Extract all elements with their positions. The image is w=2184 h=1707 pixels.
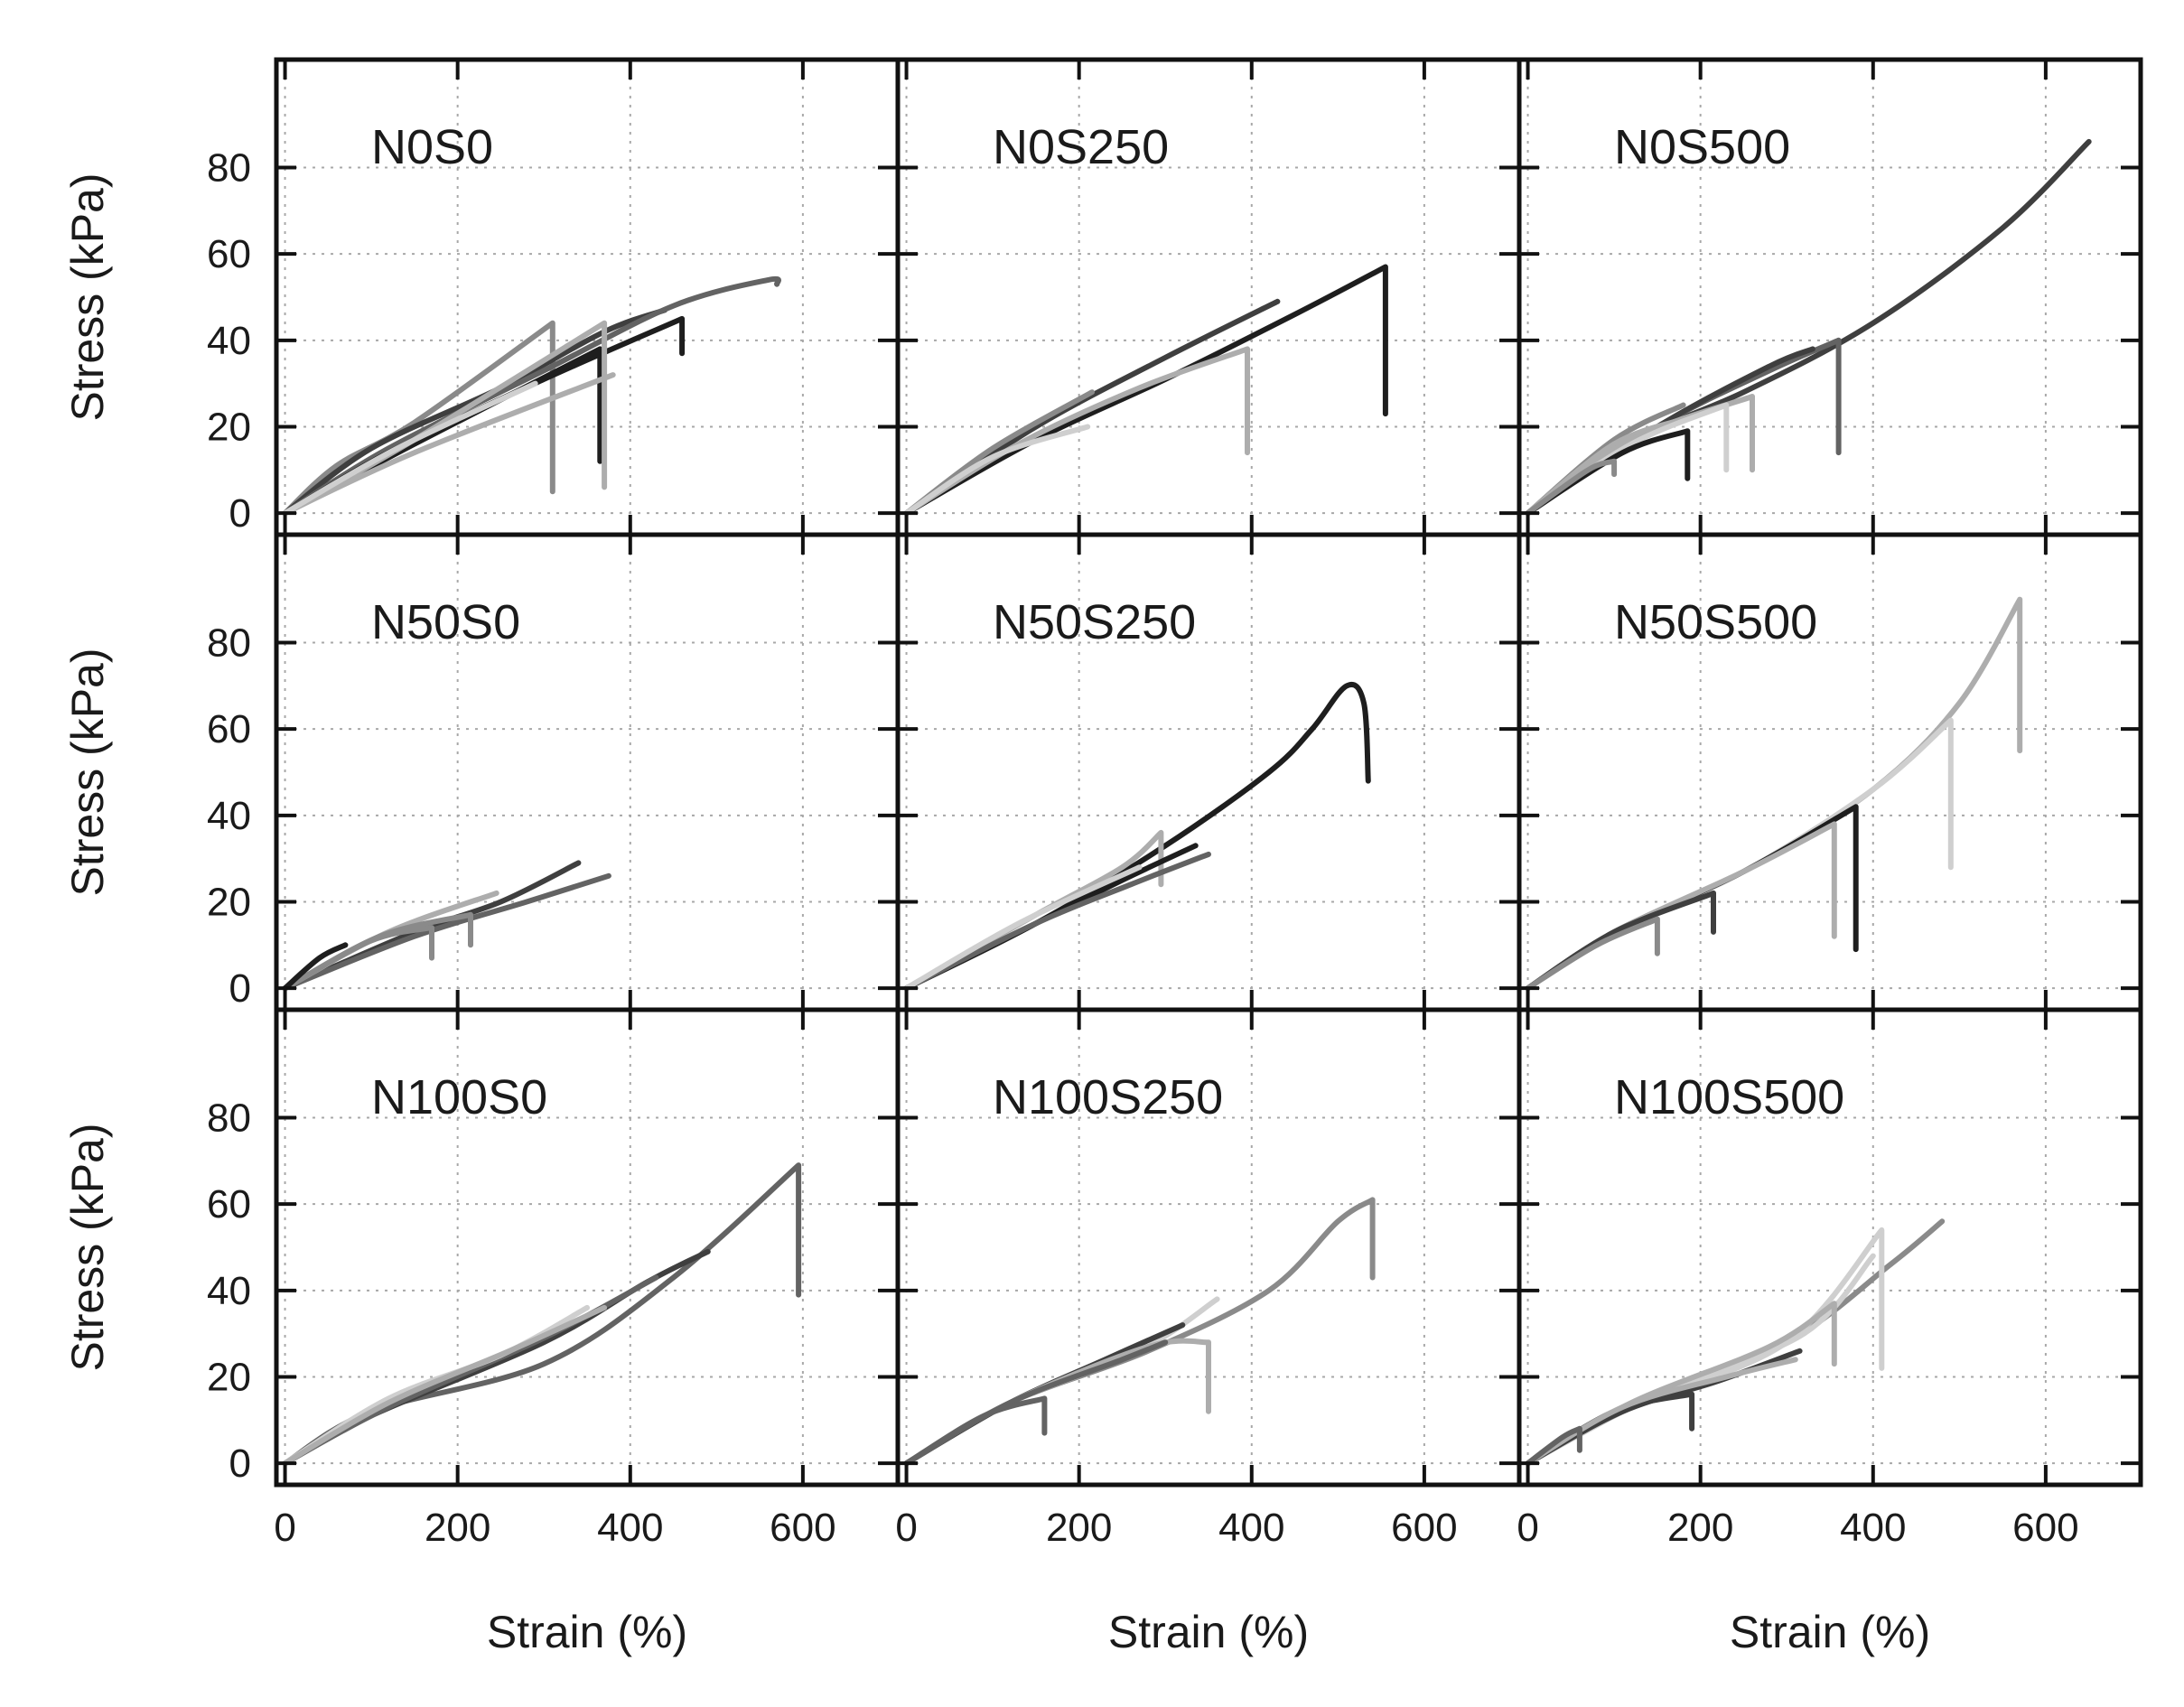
curve-n0s0-8 [282, 380, 538, 517]
y-tick-label: 40 [207, 1269, 251, 1313]
y-tick-label: 20 [207, 405, 251, 449]
panel-n0s250: N0S250 [895, 57, 1522, 537]
x-axis-title: Strain (%) [1108, 1607, 1309, 1657]
panel-n100s250: N100S250 0 200 400 600 Strain (%) [895, 1007, 1522, 1657]
curve-n0s500-3 [1525, 346, 1815, 517]
y-tick-label: 60 [207, 232, 251, 276]
curve-n50s0-2 [282, 872, 611, 992]
y-tick-label: 0 [229, 491, 251, 536]
curve-n0s500-6 [1525, 394, 1755, 517]
x-tick-label: 0 [1517, 1506, 1538, 1550]
curve-n0s500-7 [1525, 402, 1730, 517]
panel-n100s500: N100S500 0 200 400 600 Strain (%) [1517, 1007, 2143, 1657]
y-tick-label: 80 [207, 146, 251, 191]
curve-n100s0-5 [282, 1304, 608, 1467]
y-tick-label: 80 [207, 621, 251, 666]
panel-label: N0S500 [1614, 120, 1790, 174]
panel-n50s250: N50S250 [895, 532, 1522, 1012]
y-axis-title: Stress (kPa) [62, 1123, 113, 1371]
curve-n50s250-5 [903, 864, 1143, 992]
panel-n0s500: N0S500 [1517, 57, 2143, 537]
panel-label: N0S0 [371, 120, 493, 174]
curve-n100s500-6 [1525, 1391, 1695, 1467]
panel-label: N100S0 [371, 1070, 547, 1124]
panel-n50s0: N50S0 0 20 40 60 80 Stress (kPa) [62, 532, 901, 1012]
x-tick-label: 400 [1218, 1506, 1284, 1550]
x-tick-label: 400 [597, 1506, 663, 1550]
x-tick-label: 200 [1667, 1506, 1733, 1550]
y-tick-label: 80 [207, 1096, 251, 1141]
curve-n50s500-1 [1525, 596, 2023, 992]
curve-n50s0-6 [282, 942, 349, 992]
curve-n100s500-8 [1525, 1425, 1582, 1467]
y-tick-label: 40 [207, 794, 251, 838]
x-tick-label: 0 [274, 1506, 295, 1550]
curve-n100s250-3 [903, 1322, 1186, 1467]
panel-n50s500: N50S500 [1517, 532, 2143, 1012]
panel-frame [1517, 1007, 2143, 1488]
y-tick-label: 60 [207, 707, 251, 751]
curve-n100s250-4 [903, 1338, 1211, 1467]
y-axis-title: Stress (kPa) [62, 173, 113, 421]
curve-n50s250-4 [903, 851, 1211, 992]
curve-n50s0-5 [282, 925, 434, 992]
y-tick-label: 0 [229, 1441, 251, 1486]
x-tick-label: 600 [2012, 1506, 2078, 1550]
y-tick-label: 60 [207, 1182, 251, 1227]
curve-n100s0-3 [282, 1274, 659, 1467]
curve-n100s250-6 [903, 1395, 1048, 1467]
curve-n0s250-1 [903, 264, 1388, 517]
curve-n50s500-5 [1525, 890, 1716, 992]
curve-n50s500-6 [1525, 916, 1660, 992]
x-tick-label: 600 [770, 1506, 835, 1550]
panel-label: N50S0 [371, 595, 520, 649]
y-tick-label: 20 [207, 880, 251, 924]
x-tick-label: 0 [895, 1506, 917, 1550]
x-tick-label: 200 [425, 1506, 490, 1550]
panel-label: N100S250 [993, 1070, 1223, 1124]
y-axis-title: Stress (kPa) [62, 648, 113, 896]
x-axis-title: Strain (%) [1730, 1607, 1930, 1657]
panel-n0s0: N0S0 0 20 40 60 80 Stress (kPa) [62, 57, 901, 537]
x-tick-label: 200 [1046, 1506, 1112, 1550]
curve-n0s0-3 [282, 275, 782, 517]
y-tick-label: 40 [207, 319, 251, 363]
x-tick-label: 400 [1840, 1506, 1906, 1550]
x-tick-label: 600 [1391, 1506, 1457, 1550]
curve-n0s250-5 [903, 424, 1091, 517]
y-tick-label: 0 [229, 966, 251, 1011]
curve-n50s250-1 [903, 681, 1371, 992]
curve-n100s500-7 [1525, 1357, 1798, 1467]
panel-label: N100S500 [1614, 1070, 1844, 1124]
curve-n0s500-9 [1525, 458, 1618, 517]
panel-label: N50S500 [1614, 595, 1817, 649]
panel-n100s0: N100S0 0 20 40 60 80 Stress (kPa) 0 200 400 600 Str… [62, 1007, 901, 1657]
panel-label: N0S250 [993, 120, 1169, 174]
curve-n0s0-7 [282, 372, 616, 517]
x-axis-title: Strain (%) [487, 1607, 687, 1657]
panel-label: N50S250 [993, 595, 1196, 649]
y-tick-label: 20 [207, 1355, 251, 1399]
